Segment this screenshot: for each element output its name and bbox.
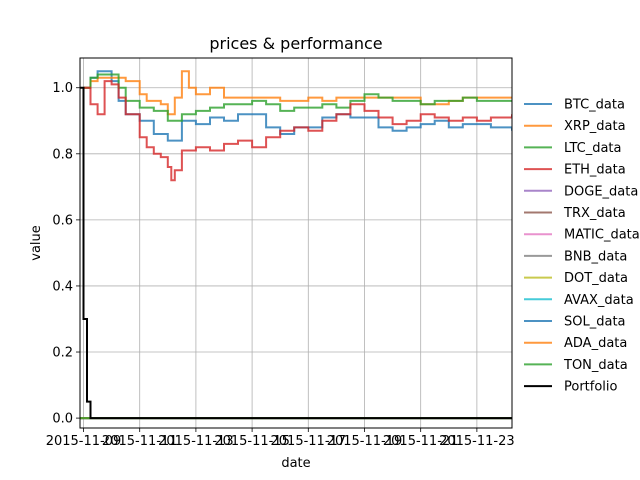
- y-axis: 0.0 0.2 0.4 0.6 0.8 1.0: [52, 81, 80, 427]
- legend-label: SOL_data: [564, 315, 626, 330]
- y-tick-label: 0.2: [52, 346, 73, 361]
- legend-label: Portfolio: [564, 380, 618, 395]
- legend-label: ETH_data: [564, 163, 626, 178]
- y-tick-label: 0.8: [52, 147, 73, 162]
- plot-area-frame: [79, 57, 513, 429]
- grid: [80, 58, 512, 428]
- legend-label: AVAX_data: [564, 293, 634, 308]
- legend: BTC_data XRP_data LTC_data ETH_data DOGE_dat…: [524, 98, 640, 395]
- legend-label: LTC_data: [564, 141, 622, 156]
- series-line-btc-data: [83, 70, 512, 142]
- x-axis: 2015-11-092015-11-112015-11-132015-11-15…: [46, 428, 515, 449]
- legend-label: BTC_data: [564, 98, 625, 113]
- chart-title: prices & performance: [209, 34, 382, 53]
- x-tick-label: 2015-11-15: [214, 434, 290, 449]
- series-lines: [80, 70, 512, 420]
- x-axis-label: date: [281, 456, 310, 471]
- x-tick-label: 2015-11-11: [102, 434, 178, 449]
- x-tick-label: 2015-11-13: [158, 434, 234, 449]
- legend-label: XRP_data: [564, 119, 626, 134]
- y-tick-label: 0.4: [52, 279, 73, 294]
- x-tick-label: 2015-11-21: [383, 434, 459, 449]
- legend-label: BNB_data: [564, 249, 627, 264]
- series-line-ltc-data: [83, 73, 512, 122]
- x-tick-label: 2015-11-17: [271, 434, 347, 449]
- legend-label: TRX_data: [563, 206, 626, 221]
- y-axis-label: value: [29, 225, 44, 261]
- x-tick-label: 2015-11-23: [439, 434, 515, 449]
- legend-label: TON_data: [563, 358, 628, 373]
- legend-label: DOGE_data: [564, 184, 638, 199]
- x-tick-label: 2015-11-09: [46, 434, 122, 449]
- y-tick-label: 0.0: [52, 412, 73, 427]
- series-line-portfolio: [80, 86, 512, 420]
- series-line-eth-data: [83, 80, 512, 182]
- x-tick-label: 2015-11-19: [327, 434, 403, 449]
- legend-label: ADA_data: [564, 336, 627, 351]
- y-tick-label: 0.6: [52, 213, 73, 228]
- legend-label: DOT_data: [564, 271, 628, 286]
- y-tick-label: 1.0: [52, 81, 73, 96]
- legend-label: MATIC_data: [564, 228, 640, 243]
- series-line-xrp-data: [83, 70, 512, 116]
